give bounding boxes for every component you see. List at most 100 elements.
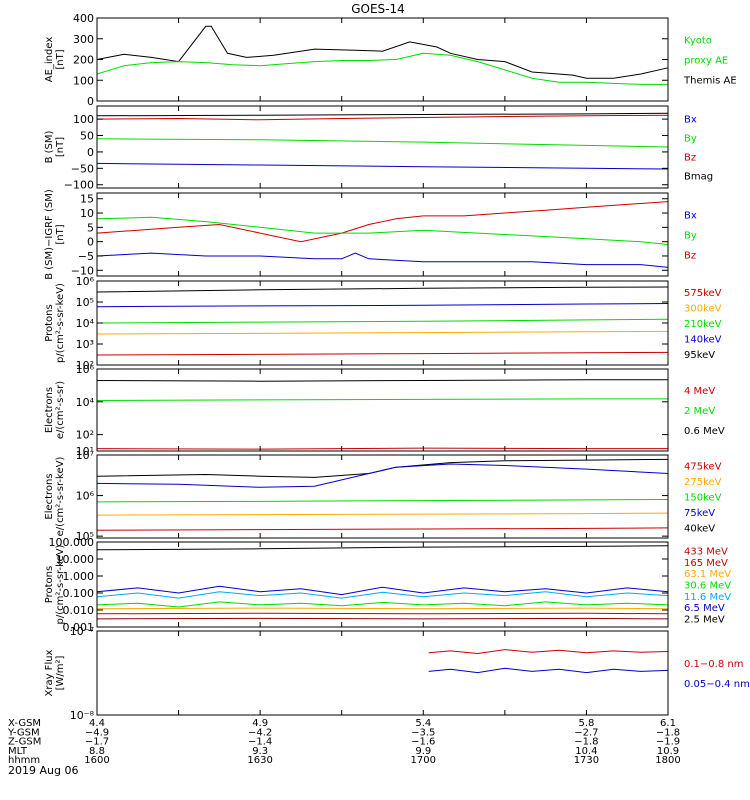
- x-axis-row-label: hhmm: [8, 755, 40, 766]
- series-line: [96, 52, 668, 85]
- series-line: [96, 545, 669, 551]
- series-line: [96, 499, 669, 503]
- x-axis-value: −1.6: [411, 737, 435, 748]
- series-line: [96, 286, 669, 293]
- series-line: [96, 114, 669, 121]
- legend-entry: 4 MeV: [684, 386, 715, 397]
- y-tick-label: 0: [87, 95, 94, 108]
- legend-entry: 95keV: [684, 350, 715, 361]
- x-axis-value: 1630: [247, 755, 272, 766]
- x-axis-value: −1.9: [656, 737, 680, 748]
- y-tick-label: 10: [80, 207, 94, 220]
- y-axis-label: Protons: [44, 304, 55, 341]
- legend-entry: 150keV: [684, 493, 722, 504]
- series-line: [96, 351, 669, 356]
- panel-frame: [96, 192, 669, 277]
- panel-frame: [96, 630, 669, 716]
- series-line: [96, 585, 669, 596]
- legend-entry: 6.5 MeV: [684, 603, 725, 614]
- series-line: [96, 379, 668, 382]
- series-line: [96, 162, 669, 170]
- panel-4: 10² 10³ 10⁴ 10⁵ 10⁶ Protons p/(cm²-s-sr-keV) 57…: [44, 275, 722, 372]
- y-tick-label: 10²: [76, 359, 94, 372]
- y-tick-label: 10⁻⁸: [70, 709, 95, 722]
- panel-8: 10⁻⁸ 10⁻⁷ Xray Flux [W/m²] 0.1−0.8 nm 0.05−0.…: [44, 625, 750, 722]
- legend-entry: 475keV: [684, 462, 722, 473]
- y-tick-label: 10.000: [56, 553, 95, 566]
- panel-frame: [96, 368, 669, 452]
- series-line: [96, 303, 669, 308]
- series-line: [96, 463, 669, 488]
- y-tick-label: 10⁻⁷: [70, 625, 94, 638]
- x-axis-value: −2.7: [574, 727, 598, 738]
- legend-entry: 0.05−0.4 nm: [684, 679, 750, 690]
- y-tick-label: 200: [73, 54, 94, 67]
- y-tick-label: 300: [73, 33, 94, 46]
- x-axis-value: −1.8: [656, 727, 680, 738]
- series-line: [96, 112, 669, 117]
- series-line: [96, 512, 669, 516]
- y-tick-label: −50: [71, 162, 94, 175]
- legend-entry: By: [684, 134, 697, 145]
- y-axis-label: B (SM): [44, 130, 55, 163]
- y-tick-label: 10⁵: [76, 530, 94, 543]
- x-axis-value: 5.4: [415, 718, 431, 729]
- legend-entry: 575keV: [684, 288, 722, 299]
- panel-frame: [96, 105, 669, 189]
- x-axis-row-label: Z-GSM: [8, 737, 41, 748]
- y-axis-label: [nT]: [55, 224, 66, 244]
- x-axis-value: 1800: [655, 755, 680, 766]
- legend-entry: 433 MeV: [684, 547, 728, 558]
- series-line: [96, 330, 669, 335]
- series-line: [96, 252, 669, 268]
- y-axis-label: Electrons: [44, 387, 55, 433]
- x-axis-value: 9.3: [252, 746, 268, 757]
- y-tick-label: 10⁶: [76, 490, 95, 503]
- legend-entry: 40keV: [684, 523, 715, 534]
- x-axis-row-label: X-GSM: [8, 718, 41, 729]
- y-axis-label: AE_index: [44, 37, 55, 83]
- x-axis-value: 5.8: [578, 718, 594, 729]
- y-tick-label: 10⁶: [76, 363, 95, 376]
- legend-entry: Bz: [684, 153, 696, 164]
- x-axis-annotation: X-GSM 4.4 4.9 5.4 5.8 6.1 Y-GSM −4.9 −4.2 −3.5 −2.…: [7, 718, 681, 766]
- series-line: [96, 612, 669, 615]
- date-label: 2019 Aug 06: [8, 764, 78, 777]
- x-axis-value: 6.1: [660, 718, 676, 729]
- series-line: [96, 398, 668, 401]
- panel-6: 10⁵ 10⁶ 10⁷ Electrons e/(cm²-s-sr-keV) 475keV…: [44, 449, 722, 543]
- series-line: [96, 318, 669, 324]
- panel-5: 10¹ 10² 10⁴ 10⁶ Electrons e/(cm²-s-sr) 4 MeV 2 …: [44, 363, 725, 458]
- x-axis-row-label: MLT: [8, 746, 28, 757]
- y-tick-label: 0.100: [63, 587, 95, 600]
- legend-entry: 75keV: [684, 508, 715, 519]
- legend-entry: 11.6 MeV: [684, 592, 731, 603]
- series-line: [96, 216, 669, 245]
- series-line: [96, 601, 669, 608]
- legend-entry: Bx: [684, 211, 697, 222]
- y-axis-label: e/(cm²-s-sr-keV): [55, 457, 66, 537]
- y-axis-label: Electrons: [44, 473, 55, 519]
- x-axis-value: 9.9: [415, 746, 431, 757]
- series-line: [96, 458, 669, 478]
- plot-title: GOES-14: [351, 2, 405, 16]
- series-line: [96, 138, 669, 148]
- y-tick-label: 100: [73, 74, 94, 87]
- y-tick-label: 15: [80, 193, 94, 206]
- y-tick-label: 10⁵: [76, 296, 94, 309]
- x-axis-value: 10.9: [657, 746, 679, 757]
- panel-frame: [96, 454, 669, 539]
- y-tick-label: 5: [87, 221, 94, 234]
- series-line: [96, 607, 669, 610]
- y-tick-label: 10²: [76, 429, 94, 442]
- y-tick-label: −100: [64, 179, 94, 192]
- series-line: [96, 447, 668, 450]
- panel-7: 0.001 0.010 0.100 1.000 10.000 100.000 Protons…: [44, 536, 731, 634]
- y-tick-label: 10⁴: [76, 317, 95, 330]
- y-axis-label: e/(cm²-s-sr): [55, 381, 66, 439]
- y-tick-label: −5: [78, 250, 94, 263]
- y-axis-label: B (SM)−IGRF (SM): [44, 189, 55, 280]
- y-tick-label: −10: [71, 264, 94, 277]
